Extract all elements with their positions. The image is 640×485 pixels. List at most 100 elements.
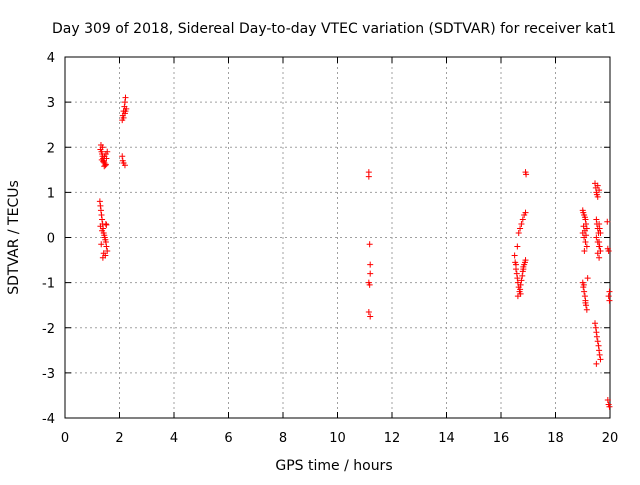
data-point	[594, 193, 601, 200]
data-point	[99, 254, 106, 261]
y-tick-label: 0	[47, 232, 55, 247]
data-point	[581, 227, 588, 234]
data-point	[606, 403, 613, 410]
data-point	[606, 297, 613, 304]
x-tick-label: 20	[602, 431, 619, 446]
x-tick-label: 12	[384, 431, 401, 446]
data-point	[103, 243, 110, 250]
data-point	[582, 216, 589, 223]
data-point	[103, 221, 110, 228]
data-point	[592, 324, 599, 331]
data-point	[97, 223, 104, 230]
y-tick-label: 4	[47, 51, 55, 66]
data-point	[367, 270, 374, 277]
data-point	[517, 286, 524, 293]
data-point	[98, 211, 105, 218]
data-point	[519, 272, 526, 279]
data-point	[517, 225, 524, 232]
data-point	[594, 182, 601, 189]
data-point	[596, 347, 603, 354]
y-tick-label: 2	[47, 141, 55, 156]
data-point	[517, 281, 524, 288]
data-point	[97, 202, 104, 209]
data-point	[519, 216, 526, 223]
y-tick-label: -4	[42, 412, 55, 427]
grid-lines	[65, 57, 610, 418]
data-point	[593, 234, 600, 241]
data-point	[367, 261, 374, 268]
data-point	[96, 198, 103, 205]
data-point	[583, 232, 590, 239]
data-point	[593, 329, 600, 336]
data-point	[101, 153, 108, 160]
data-point	[511, 252, 518, 259]
data-point	[594, 225, 601, 232]
data-point	[604, 218, 611, 225]
data-point	[365, 173, 372, 180]
data-point	[593, 216, 600, 223]
data-point	[596, 187, 603, 194]
data-point	[122, 94, 129, 101]
data-point	[593, 333, 600, 340]
x-tick-label: 18	[547, 431, 564, 446]
data-point	[518, 220, 525, 227]
data-point	[520, 266, 527, 273]
x-tick-label: 10	[329, 431, 346, 446]
data-point	[593, 220, 600, 227]
data-point	[523, 171, 530, 178]
data-point	[592, 320, 599, 327]
x-axis-label: GPS time / hours	[275, 458, 392, 474]
data-point	[595, 342, 602, 349]
x-tick-label: 2	[115, 431, 123, 446]
data-points	[96, 94, 613, 410]
data-point	[581, 293, 588, 300]
data-point	[580, 223, 587, 230]
x-tick-label: 6	[224, 431, 232, 446]
data-point	[98, 241, 105, 248]
data-point	[595, 229, 602, 236]
data-point	[581, 288, 588, 295]
chart-title: Day 309 of 2018, Sidereal Day-to-day VTE…	[52, 21, 616, 37]
data-point	[514, 243, 521, 250]
data-point	[99, 227, 106, 234]
data-point	[594, 338, 601, 345]
data-point	[121, 99, 128, 106]
y-tick-label: 1	[47, 186, 55, 201]
data-point	[104, 248, 111, 255]
data-point	[99, 144, 106, 151]
data-point	[121, 162, 128, 169]
data-point	[597, 248, 604, 255]
data-point	[102, 239, 109, 246]
data-point	[596, 351, 603, 358]
data-point	[582, 299, 589, 306]
data-point	[102, 220, 109, 227]
data-point	[605, 293, 612, 300]
x-tick-label: 16	[493, 431, 510, 446]
data-point	[366, 281, 373, 288]
data-point	[100, 158, 107, 165]
data-point	[606, 288, 613, 295]
data-point	[122, 108, 129, 115]
data-point	[582, 239, 589, 246]
data-point	[593, 360, 600, 367]
data-point	[102, 162, 109, 169]
data-point	[104, 148, 111, 155]
x-tick-label: 14	[438, 431, 455, 446]
x-tick-label: 0	[61, 431, 69, 446]
y-tick-label: -1	[42, 277, 55, 292]
data-point	[522, 257, 529, 264]
data-point	[517, 290, 524, 297]
data-point	[581, 248, 588, 255]
data-point	[120, 114, 127, 121]
data-point	[365, 308, 372, 315]
data-point	[597, 356, 604, 363]
data-point	[514, 275, 521, 282]
data-point	[119, 153, 126, 160]
data-point	[367, 313, 374, 320]
data-point	[522, 209, 529, 216]
data-point	[604, 396, 611, 403]
data-point	[580, 281, 587, 288]
data-point	[583, 243, 590, 250]
data-point	[119, 157, 126, 164]
